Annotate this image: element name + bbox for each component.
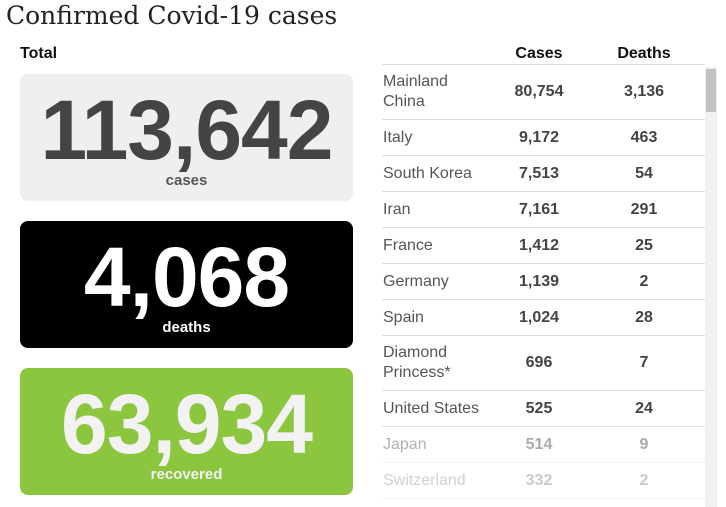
table-row: South Korea 7,513 54 [382,156,705,192]
deaths-total-value: 4,068 [83,230,290,324]
country-deaths: 9 [639,435,649,453]
country-cases: 80,754 [514,83,564,100]
table-row: Italy 9,172 463 [382,120,705,156]
table-row: United States 525 24 [382,391,705,427]
country-cases: 525 [525,399,553,417]
country-cases: 9,172 [518,128,560,146]
table-row: Mainland China 80,754 3,136 [382,65,705,120]
country-deaths: 24 [635,399,653,417]
cases-total-value: 113,642 [40,83,333,177]
country-cases: 696 [525,354,553,371]
country-name: Germany [383,272,449,290]
table-row: Germany 1,139 2 [382,264,705,300]
country-name: Mainland China [383,73,448,110]
country-cases: 514 [525,435,553,453]
country-name: Italy [383,128,413,146]
country-deaths: 2 [639,272,649,290]
table-row: Switzerland 332 2 [382,463,705,499]
country-deaths: 2 [639,471,649,489]
country-table: Cases Deaths Mainland China 80,754 3,136… [382,44,705,507]
country-name: South Korea [383,164,472,182]
table-row: Japan 514 9 [382,427,705,463]
country-deaths: 25 [635,236,653,254]
country-deaths: 3,136 [623,83,665,100]
table-row: Spain 1,024 28 [382,300,705,336]
country-name: Spain [383,308,424,326]
table-row: Iran 7,161 291 [382,192,705,228]
recovered-total-value: 63,934 [61,377,313,471]
country-name: Japan [383,435,427,453]
recovered-caption: recovered [150,466,223,483]
country-name: Diamond Princess* [383,344,451,381]
country-cases: 7,161 [518,200,560,218]
country-cases: 332 [525,471,553,489]
country-deaths: 7 [639,354,649,371]
country-cases: 1,139 [518,272,560,290]
country-name: Switzerland [383,471,466,489]
table-header: Cases Deaths [382,44,705,65]
table-row: Diamond Princess* 696 7 [382,336,705,391]
table-row: France 1,412 25 [382,228,705,264]
table-scrollbar[interactable] [705,67,717,507]
country-name: France [383,236,433,254]
country-deaths: 28 [635,308,653,326]
header-deaths: Deaths [617,45,671,62]
header-cases: Cases [515,45,563,62]
table-body: Mainland China 80,754 3,136 Italy 9,172 … [382,65,705,499]
country-deaths: 463 [630,128,658,146]
deaths-card: 4,068 deaths [20,221,353,348]
cases-caption: cases [165,172,208,189]
scrollbar-thumb[interactable] [706,69,716,112]
country-deaths: 291 [630,200,658,218]
country-name: United States [383,399,480,417]
cases-card: 113,642 cases [20,74,353,201]
country-cases: 1,412 [518,236,560,254]
page-title: Confirmed Covid-19 cases [6,1,338,30]
country-cases: 1,024 [518,308,560,326]
recovered-card: 63,934 recovered [20,368,353,495]
country-name: Iran [383,200,411,218]
country-deaths: 54 [635,164,653,182]
total-label: Total [20,45,58,62]
deaths-caption: deaths [162,319,211,336]
country-cases: 7,513 [518,164,560,182]
